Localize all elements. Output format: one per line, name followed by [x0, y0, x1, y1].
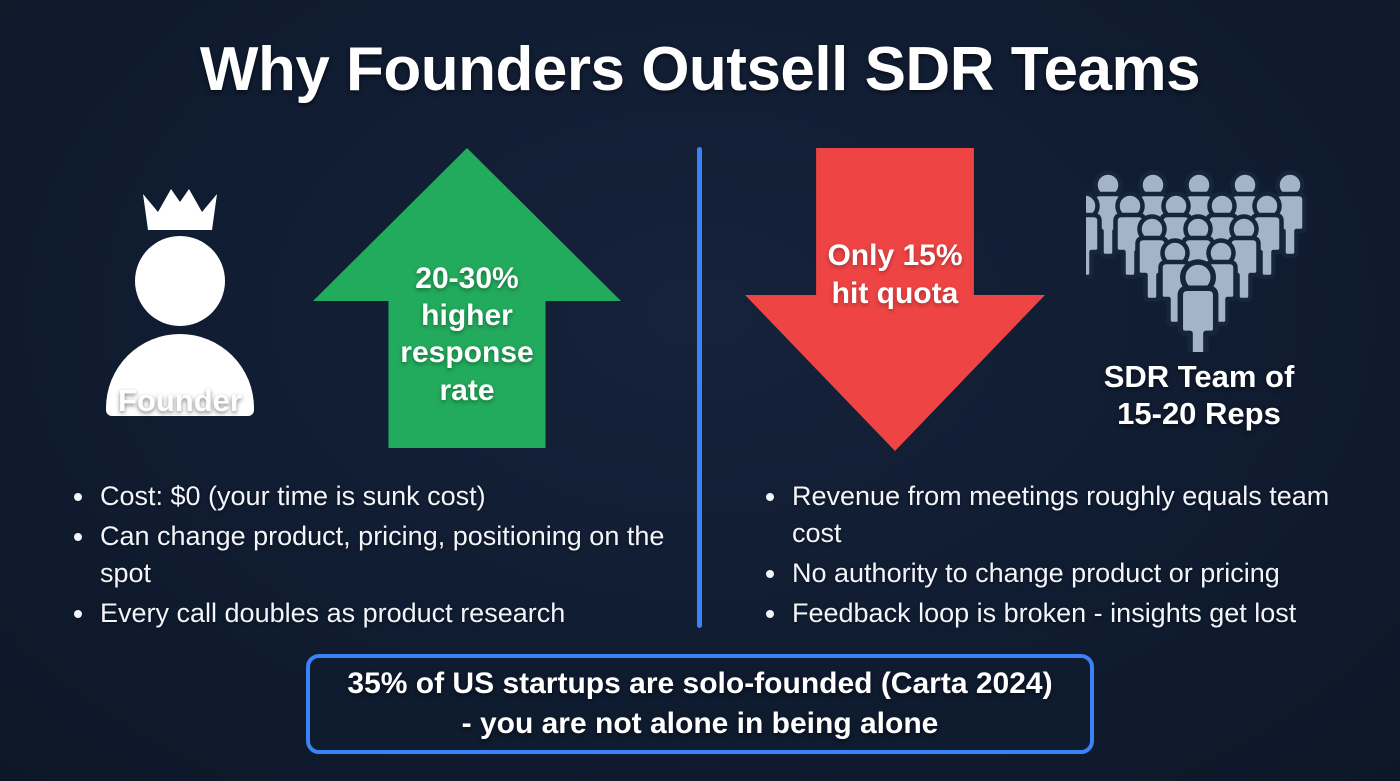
up-arrow-label-line2: higher: [421, 299, 513, 333]
list-item-text: Feedback loop is broken - insights get l…: [792, 597, 1297, 628]
founder-crown-person-icon: [98, 186, 263, 421]
down-arrow-label-line1: Only 15%: [827, 239, 963, 272]
founder-caption: Founder: [118, 383, 242, 418]
callout-line2: - you are not alone in being alone: [461, 707, 939, 740]
statistic-callout-box: 35% of US startups are solo-founded (Car…: [306, 654, 1094, 754]
list-item-text: No authority to change product or pricin…: [792, 557, 1280, 588]
founder-bullet-list: Cost: $0 (your time is sunk cost) Can ch…: [68, 478, 668, 632]
list-item: Revenue from meetings roughly equals tea…: [766, 478, 1360, 552]
column-divider: [697, 147, 702, 628]
crowd-figures-svg: [1086, 166, 1312, 352]
sdr-team-caption: SDR Team of 15-20 Reps: [1068, 358, 1330, 432]
list-item-text: Can change product, pricing, positioning…: [100, 520, 665, 588]
bullet-dot-icon: [766, 569, 774, 578]
callout-text: 35% of US startups are solo-founded (Car…: [347, 664, 1052, 744]
up-arrow-label: 20-30% higher response rate: [341, 260, 593, 409]
sdr-drawbacks-list: Revenue from meetings roughly equals tea…: [760, 478, 1360, 635]
sdr-team-crowd-icon: [1086, 166, 1312, 352]
list-item: Feedback loop is broken - insights get l…: [766, 595, 1360, 632]
bullet-dot-icon: [74, 609, 82, 618]
page-title: Why Founders Outsell SDR Teams: [199, 35, 1201, 104]
bullet-dot-icon: [766, 493, 774, 501]
callout-line1: 35% of US startups are solo-founded (Car…: [347, 667, 1053, 701]
green-up-arrow: 20-30% higher response rate: [313, 148, 621, 448]
list-item-text: Revenue from meetings roughly equals tea…: [792, 481, 1330, 548]
list-item-text: Every call doubles as product research: [100, 597, 566, 628]
list-item: Can change product, pricing, positioning…: [74, 518, 668, 592]
down-arrow-label-line2: hit quota: [831, 276, 959, 310]
bullet-dot-icon: [74, 493, 82, 501]
up-arrow-label-line4: rate: [439, 373, 495, 407]
up-arrow-label-line3: response: [400, 336, 534, 370]
sdr-team-caption-line2: 15-20 Reps: [1117, 396, 1281, 432]
crown-icon: [143, 189, 217, 230]
up-arrow-label-line1: 20-30%: [415, 262, 519, 295]
list-item: Cost: $0 (your time is sunk cost): [74, 478, 668, 515]
bullet-dot-icon: [766, 609, 774, 618]
person-head-shape: [135, 236, 225, 326]
down-arrow-label: Only 15% hit quota: [755, 237, 1035, 312]
list-item-text: Cost: $0 (your time is sunk cost): [100, 481, 486, 511]
red-down-arrow: Only 15% hit quota: [745, 148, 1045, 451]
sdr-bullet-list: Revenue from meetings roughly equals tea…: [760, 478, 1360, 632]
list-item: No authority to change product or pricin…: [766, 555, 1360, 592]
bullet-dot-icon: [74, 532, 82, 541]
founder-benefits-list: Cost: $0 (your time is sunk cost) Can ch…: [68, 478, 668, 635]
list-item: Every call doubles as product research: [74, 595, 668, 632]
sdr-team-caption-line1: SDR Team of: [1103, 359, 1295, 394]
